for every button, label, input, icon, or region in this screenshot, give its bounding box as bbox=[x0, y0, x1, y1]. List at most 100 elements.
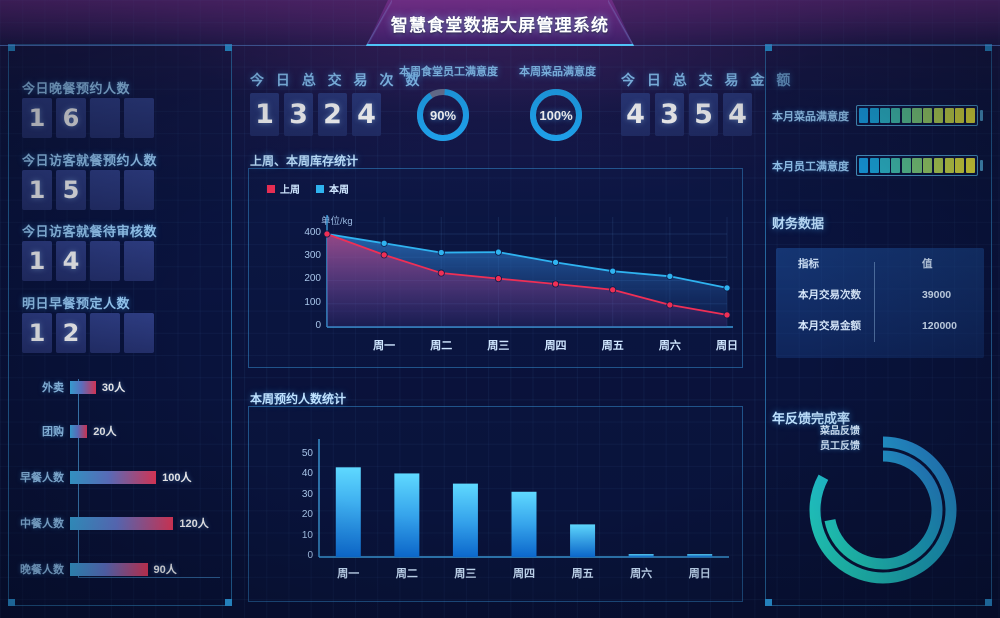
battery-cell bbox=[859, 108, 869, 123]
hbar-value: 120人 bbox=[179, 518, 209, 530]
hbar-fill bbox=[70, 380, 96, 394]
hbar-track bbox=[70, 380, 96, 394]
battery-gauge-icon bbox=[856, 105, 983, 126]
battery-cell bbox=[880, 108, 890, 123]
x-tick-label: 周二 bbox=[395, 568, 418, 580]
hbar-fill bbox=[70, 562, 148, 576]
x-tick-label: 周二 bbox=[430, 340, 453, 352]
table-row: 本月交易次数 39000 bbox=[776, 279, 984, 310]
reservation-plot bbox=[318, 439, 729, 558]
y-tick-label: 50 bbox=[301, 448, 313, 460]
battery-cell bbox=[891, 108, 901, 123]
hbar-fill bbox=[70, 516, 174, 530]
digit-cell: 3 bbox=[284, 93, 313, 136]
table-header-metric: 指标 bbox=[798, 258, 819, 270]
x-tick-label: 周三 bbox=[454, 568, 477, 580]
page-title: 智慧食堂数据大屏管理系统 bbox=[390, 15, 610, 35]
battery-cell bbox=[901, 158, 911, 173]
digit-cell: 6 bbox=[56, 98, 86, 138]
hbar-fill bbox=[70, 424, 88, 438]
dish-satisfaction-ring: 100% bbox=[528, 87, 584, 143]
battery-cell bbox=[923, 158, 933, 173]
inventory-line-chart: 上周 本周 单位/kg 0 100 200 300 400 周一 周二 周三 周四 周五 周六 周日 bbox=[248, 168, 743, 368]
x-tick-label: 周五 bbox=[571, 568, 594, 580]
hbar-label: 中餐人数 bbox=[20, 518, 64, 530]
inventory-chart-title: 上周、本周库存统计 bbox=[250, 154, 359, 168]
digit-cell: 4 bbox=[621, 93, 650, 136]
stat-label-2: 今日访客就餐待审核数 bbox=[22, 224, 158, 239]
hbar-value: 30人 bbox=[101, 382, 126, 394]
hbar-row: 中餐人数 120人 bbox=[8, 513, 230, 533]
battery-cell bbox=[944, 158, 954, 173]
hbar-track bbox=[70, 516, 174, 530]
corner-accent-icon bbox=[225, 599, 232, 606]
hbar-fill bbox=[70, 470, 157, 484]
gauge-label: 本月菜品满意度 bbox=[772, 110, 849, 123]
y-tick-label: 400 bbox=[304, 226, 321, 238]
x-tick-label: 周日 bbox=[688, 568, 711, 580]
table-column-divider bbox=[874, 262, 875, 342]
table-cell-value: 39000 bbox=[921, 288, 952, 301]
table-cell-metric: 本月交易金额 bbox=[798, 320, 861, 332]
table-header-value: 值 bbox=[921, 258, 933, 270]
battery-cell bbox=[944, 108, 954, 123]
staff-satisfaction-value: 90% bbox=[429, 107, 457, 123]
digit-cell bbox=[90, 241, 120, 281]
digit-cell: 4 bbox=[56, 241, 86, 281]
digit-cell: 2 bbox=[56, 313, 86, 353]
hbar-track bbox=[70, 470, 157, 484]
corner-accent-icon bbox=[8, 599, 15, 606]
corner-accent-icon bbox=[765, 599, 772, 606]
digit-cell: 1 bbox=[22, 241, 52, 281]
digit-cell bbox=[124, 98, 154, 138]
battery-cell bbox=[891, 158, 901, 173]
x-tick-label: 周六 bbox=[630, 568, 653, 580]
battery-cell bbox=[933, 108, 943, 123]
stat-label-3: 明日早餐预定人数 bbox=[22, 296, 131, 311]
battery-cell bbox=[933, 158, 943, 173]
battery-cell bbox=[869, 158, 879, 173]
table-row: 本月交易金额 120000 bbox=[776, 310, 984, 341]
y-tick-label: 0 bbox=[307, 550, 313, 561]
hbar-value: 100人 bbox=[162, 472, 192, 484]
hbar-track bbox=[70, 424, 88, 438]
battery-cell bbox=[880, 158, 890, 173]
hbar-label: 外卖 bbox=[42, 382, 64, 394]
y-tick-label: 10 bbox=[301, 529, 313, 541]
meal-type-bar-chart: 外卖 30人 团购 20人 早餐人数 100人 中餐人数 120人 晚餐人数 90人 bbox=[8, 375, 230, 597]
finance-table: 指标 值 本月交易次数 39000 本月交易金额 120000 bbox=[776, 248, 984, 358]
table-cell-value: 120000 bbox=[921, 319, 957, 332]
digit-cell: 1 bbox=[22, 313, 52, 353]
x-tick-label: 周一 bbox=[373, 340, 396, 352]
battery-cell bbox=[912, 108, 922, 123]
battery-cell bbox=[901, 108, 911, 123]
digit-cell bbox=[90, 98, 120, 138]
digit-cell: 5 bbox=[56, 170, 86, 210]
x-tick-label: 周一 bbox=[337, 568, 360, 580]
reservation-bar-chart: 0 10 20 30 40 50 周一 周二 周三 周四 周五 周六 周日 bbox=[248, 406, 743, 602]
x-tick-label: 周五 bbox=[601, 340, 624, 352]
monthly-dish-satisfaction-gauge: 本月菜品满意度 bbox=[772, 105, 983, 126]
battery-cell bbox=[955, 108, 965, 123]
stat-label-1: 今日访客就餐预约人数 bbox=[22, 153, 158, 168]
battery-cell bbox=[965, 108, 976, 123]
hbar-row: 团购 20人 bbox=[8, 421, 230, 441]
battery-gauge-icon bbox=[856, 155, 983, 176]
kpi-dish-satisfaction-title: 本周菜品满意度 bbox=[519, 66, 596, 78]
table-cell-metric: 本月交易次数 bbox=[798, 289, 861, 301]
digit-cell: 1 bbox=[22, 170, 52, 210]
battery-cell bbox=[859, 158, 869, 173]
digit-cell bbox=[124, 170, 154, 210]
monthly-staff-satisfaction-gauge: 本月员工满意度 bbox=[772, 155, 983, 176]
digit-cell: 4 bbox=[723, 93, 752, 136]
y-tick-label: 0 bbox=[315, 320, 321, 331]
battery-cell bbox=[869, 108, 879, 123]
feedback-arc-chart bbox=[798, 418, 968, 598]
x-tick-label: 周六 bbox=[658, 340, 681, 352]
hbar-label: 早餐人数 bbox=[20, 472, 64, 484]
finance-table-body: 本月交易次数 39000 本月交易金额 120000 bbox=[776, 279, 984, 341]
